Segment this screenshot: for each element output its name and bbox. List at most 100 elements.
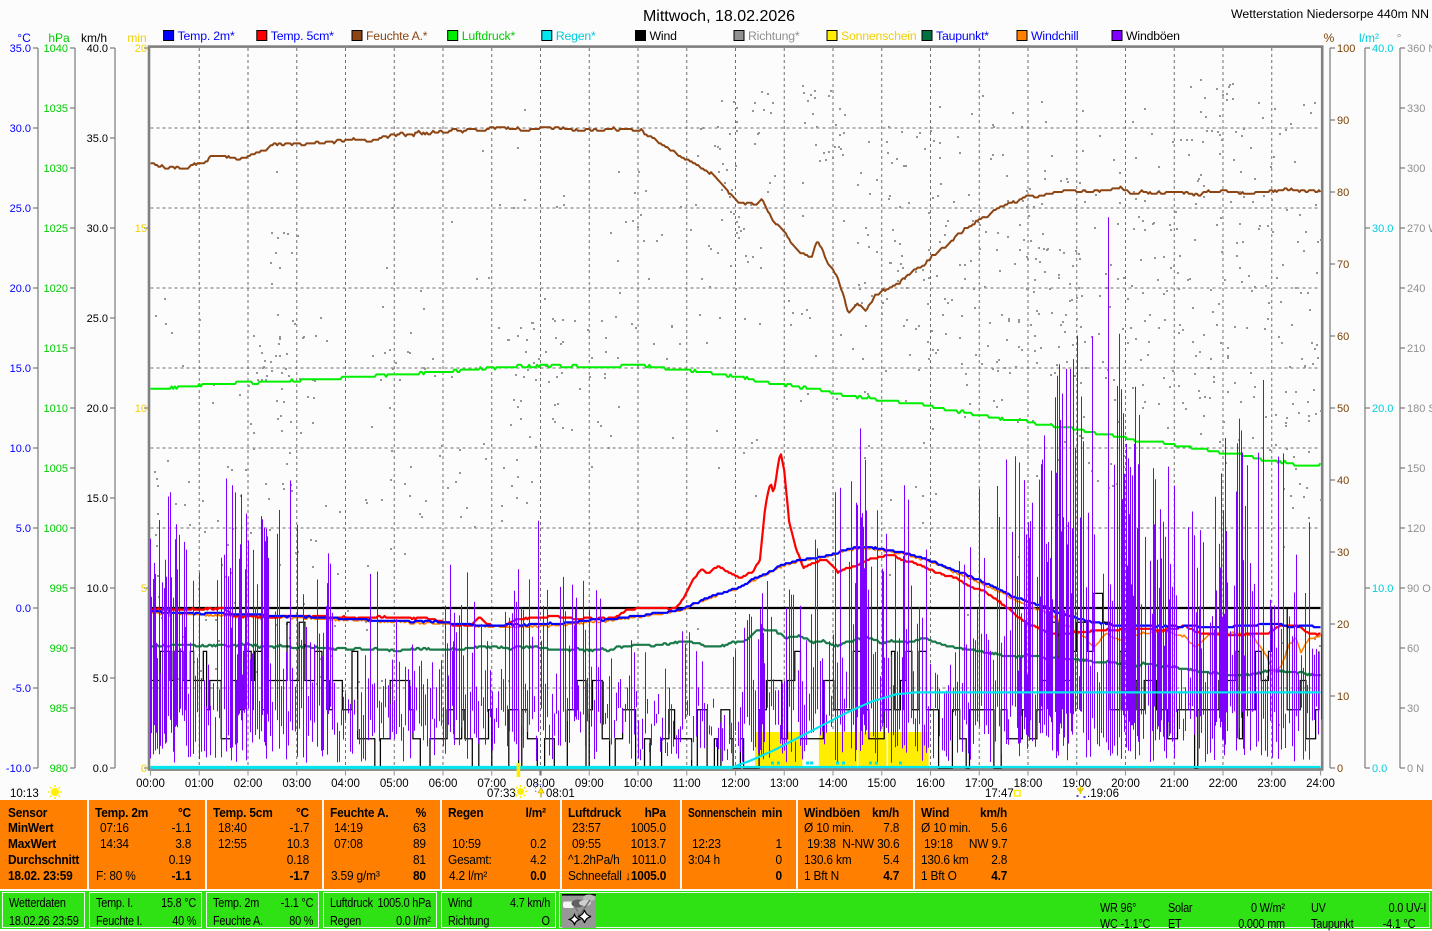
svg-text:1020: 1020 (44, 283, 68, 295)
svg-text:5.0: 5.0 (16, 523, 31, 535)
svg-text:0 N: 0 N (1407, 763, 1424, 775)
svg-text:330: 330 (1407, 103, 1425, 115)
svg-text:20: 20 (1337, 619, 1349, 631)
svg-text:360 N: 360 N (1407, 43, 1432, 55)
svg-text:1015: 1015 (44, 343, 68, 355)
svg-text:Regen*: Regen* (556, 29, 596, 43)
svg-text:0: 0 (141, 763, 147, 775)
svg-text:08:01: 08:01 (546, 788, 575, 800)
svg-text:Feuchte A.*: Feuchte A.* (366, 29, 428, 43)
svg-text:30.0: 30.0 (10, 123, 31, 135)
svg-text:1030: 1030 (44, 163, 68, 175)
svg-text:150: 150 (1407, 463, 1425, 475)
svg-text:22:00: 22:00 (1209, 778, 1238, 790)
svg-text:10.0: 10.0 (1372, 583, 1393, 595)
svg-text:985: 985 (50, 703, 68, 715)
svg-text:30.0: 30.0 (1372, 223, 1393, 235)
svg-text:-5.0: -5.0 (12, 683, 31, 695)
svg-text:40.0: 40.0 (87, 43, 108, 55)
svg-text:hPa: hPa (48, 31, 70, 45)
svg-text:30: 30 (1407, 703, 1419, 715)
svg-text:18:00: 18:00 (1014, 778, 1043, 790)
svg-text:Richtung*: Richtung* (748, 29, 800, 43)
svg-text:40: 40 (1337, 475, 1349, 487)
svg-text:30.0: 30.0 (87, 223, 108, 235)
svg-text:1040: 1040 (44, 43, 68, 55)
svg-text:40.0: 40.0 (1372, 43, 1393, 55)
svg-text:00:00: 00:00 (136, 778, 165, 790)
svg-text:Temp. 2m*: Temp. 2m* (178, 29, 235, 43)
svg-text:Windböen: Windböen (1126, 29, 1180, 43)
svg-text:07:00: 07:00 (477, 778, 506, 790)
svg-text:0.0: 0.0 (16, 603, 31, 615)
svg-text:50: 50 (1337, 403, 1349, 415)
svg-text:20: 20 (135, 43, 147, 55)
svg-text:1005: 1005 (44, 463, 68, 475)
svg-text:17:47: 17:47 (985, 788, 1014, 800)
svg-text:13:00: 13:00 (770, 778, 799, 790)
svg-text:17:00: 17:00 (965, 778, 994, 790)
svg-text:120: 120 (1407, 523, 1425, 535)
svg-text:10:00: 10:00 (624, 778, 653, 790)
svg-text:10: 10 (135, 403, 147, 415)
svg-text:.19:06: .19:06 (1087, 788, 1119, 800)
svg-text:°C: °C (17, 31, 31, 45)
svg-text:240: 240 (1407, 283, 1425, 295)
svg-text:Mittwoch, 18.02.2026: Mittwoch, 18.02.2026 (643, 8, 795, 25)
svg-text:270 W: 270 W (1407, 223, 1432, 235)
svg-text:1025: 1025 (44, 223, 68, 235)
svg-text:10.0: 10.0 (10, 443, 31, 455)
svg-text:995: 995 (50, 583, 68, 595)
svg-text:60: 60 (1407, 643, 1419, 655)
svg-text:210: 210 (1407, 343, 1425, 355)
svg-text:20.0: 20.0 (87, 403, 108, 415)
svg-text:24:00: 24:00 (1306, 778, 1335, 790)
svg-text:15.0: 15.0 (10, 363, 31, 375)
svg-text:09:00: 09:00 (575, 778, 604, 790)
svg-text:300: 300 (1407, 163, 1425, 175)
svg-text:0.0: 0.0 (1372, 763, 1387, 775)
svg-text:01:00: 01:00 (185, 778, 214, 790)
svg-text:12:00: 12:00 (721, 778, 750, 790)
svg-text:Wetterstation Niedersorpe 440m: Wetterstation Niedersorpe 440m NN (1231, 7, 1429, 21)
svg-text:25.0: 25.0 (87, 313, 108, 325)
svg-text:°: ° (1397, 31, 1402, 45)
svg-text:15: 15 (135, 223, 147, 235)
svg-text:Temp. 5cm*: Temp. 5cm* (271, 29, 334, 43)
svg-text:0: 0 (1337, 763, 1343, 775)
svg-text:70: 70 (1337, 259, 1349, 271)
svg-text:04:00: 04:00 (331, 778, 360, 790)
svg-text:15.0: 15.0 (87, 493, 108, 505)
svg-text:03:00: 03:00 (282, 778, 311, 790)
svg-text:35.0: 35.0 (10, 43, 31, 55)
svg-text:%: % (1324, 31, 1335, 45)
svg-text:Luftdruck*: Luftdruck* (462, 29, 516, 43)
svg-text:16:00: 16:00 (916, 778, 945, 790)
svg-text:Sonnenschein: Sonnenschein (841, 29, 917, 43)
svg-text:10: 10 (1337, 691, 1349, 703)
svg-text:15:00: 15:00 (867, 778, 896, 790)
svg-text:07:33: 07:33 (487, 788, 516, 800)
svg-text:1010: 1010 (44, 403, 68, 415)
svg-text:10:13: 10:13 (10, 788, 39, 800)
svg-text:06:00: 06:00 (429, 778, 458, 790)
svg-text:90: 90 (1337, 115, 1349, 127)
svg-text:60: 60 (1337, 331, 1349, 343)
svg-text:km/h: km/h (81, 31, 107, 45)
svg-text:180 S: 180 S (1407, 403, 1432, 415)
svg-text:l/m²: l/m² (1359, 31, 1379, 45)
svg-text:80: 80 (1337, 187, 1349, 199)
svg-text:5: 5 (141, 583, 147, 595)
svg-text:10.0: 10.0 (87, 583, 108, 595)
svg-text:90 O: 90 O (1407, 583, 1431, 595)
svg-text:19:00: 19:00 (1062, 778, 1091, 790)
svg-text:1035: 1035 (44, 103, 68, 115)
svg-text:11:00: 11:00 (673, 778, 701, 790)
svg-text:20:00: 20:00 (1111, 778, 1140, 790)
svg-text:20.0: 20.0 (10, 283, 31, 295)
svg-text:Windchill: Windchill (1031, 29, 1078, 43)
svg-text:25.0: 25.0 (10, 203, 31, 215)
svg-text:980: 980 (50, 763, 68, 775)
svg-text:20.0: 20.0 (1372, 403, 1393, 415)
svg-text:0.0: 0.0 (93, 763, 108, 775)
